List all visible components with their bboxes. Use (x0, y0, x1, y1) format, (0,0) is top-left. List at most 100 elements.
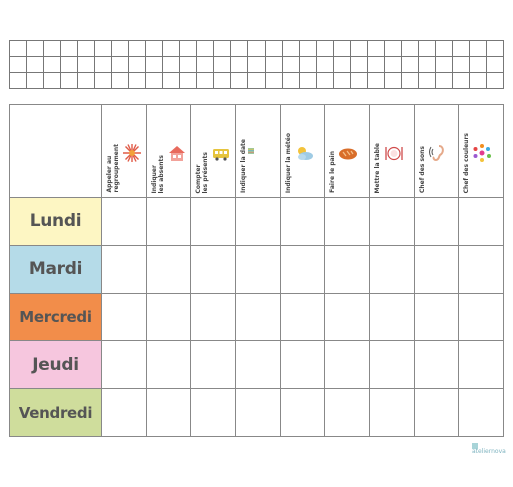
blank-grid-cell[interactable] (316, 73, 334, 89)
task-cell[interactable] (325, 389, 370, 437)
blank-grid-cell[interactable] (163, 41, 181, 57)
blank-grid-cell[interactable] (27, 73, 45, 89)
task-cell[interactable] (459, 198, 504, 246)
blank-grid-cell[interactable] (214, 41, 232, 57)
blank-grid-cell[interactable] (367, 57, 385, 73)
blank-grid-cell[interactable] (299, 57, 317, 73)
blank-grid-cell[interactable] (44, 73, 62, 89)
blank-grid-cell[interactable] (435, 41, 453, 57)
blank-grid-cell[interactable] (112, 57, 130, 73)
blank-grid-cell[interactable] (27, 57, 45, 73)
blank-grid-cell[interactable] (78, 73, 96, 89)
blank-grid-cell[interactable] (282, 41, 300, 57)
blank-grid-cell[interactable] (367, 73, 385, 89)
task-cell[interactable] (280, 245, 326, 294)
task-cell[interactable] (191, 341, 236, 390)
blank-grid-cell[interactable] (316, 41, 334, 57)
task-cell[interactable] (236, 245, 281, 294)
blank-grid-cell[interactable] (435, 73, 453, 89)
blank-grid-cell[interactable] (248, 73, 266, 89)
blank-grid-cell[interactable] (469, 57, 487, 73)
task-cell[interactable] (370, 293, 415, 342)
blank-grid-cell[interactable] (163, 57, 181, 73)
blank-grid-cell[interactable] (27, 41, 45, 57)
blank-grid-cell[interactable] (350, 57, 368, 73)
task-cell[interactable] (325, 245, 370, 294)
blank-grid-cell[interactable] (265, 41, 283, 57)
task-cell[interactable] (236, 341, 281, 390)
task-cell[interactable] (280, 293, 326, 342)
task-cell[interactable] (459, 293, 504, 342)
blank-grid-cell[interactable] (248, 41, 266, 57)
blank-grid-cell[interactable] (418, 73, 436, 89)
blank-grid-cell[interactable] (384, 41, 402, 57)
task-cell[interactable] (459, 245, 504, 294)
task-cell[interactable] (102, 198, 147, 246)
task-cell[interactable] (325, 198, 370, 246)
blank-grid-cell[interactable] (231, 41, 249, 57)
blank-grid-cell[interactable] (78, 41, 96, 57)
blank-grid-cell[interactable] (95, 73, 113, 89)
blank-grid-cell[interactable] (452, 73, 470, 89)
blank-grid-cell[interactable] (146, 57, 164, 73)
blank-grid-cell[interactable] (486, 57, 504, 73)
blank-grid-cell[interactable] (418, 41, 436, 57)
task-cell[interactable] (191, 245, 236, 294)
task-cell[interactable] (236, 198, 281, 246)
task-cell[interactable] (102, 293, 147, 342)
blank-grid-cell[interactable] (265, 57, 283, 73)
blank-grid-cell[interactable] (486, 73, 504, 89)
blank-grid-cell[interactable] (282, 73, 300, 89)
blank-grid-cell[interactable] (61, 41, 79, 57)
blank-grid-cell[interactable] (401, 41, 419, 57)
blank-grid-cell[interactable] (282, 57, 300, 73)
blank-grid-cell[interactable] (384, 73, 402, 89)
task-cell[interactable] (102, 245, 147, 294)
blank-grid-cell[interactable] (333, 41, 351, 57)
blank-grid-cell[interactable] (44, 57, 62, 73)
task-cell[interactable] (146, 341, 192, 390)
blank-grid-cell[interactable] (10, 41, 28, 57)
blank-grid-cell[interactable] (44, 41, 62, 57)
task-cell[interactable] (280, 198, 326, 246)
blank-grid-cell[interactable] (435, 57, 453, 73)
task-cell[interactable] (191, 389, 236, 437)
blank-grid-cell[interactable] (333, 73, 351, 89)
blank-grid-cell[interactable] (384, 57, 402, 73)
blank-grid-cell[interactable] (401, 57, 419, 73)
blank-grid-cell[interactable] (146, 73, 164, 89)
task-cell[interactable] (370, 341, 415, 390)
task-cell[interactable] (414, 198, 460, 246)
task-cell[interactable] (414, 293, 460, 342)
blank-grid-cell[interactable] (95, 41, 113, 57)
task-cell[interactable] (459, 389, 504, 437)
blank-grid-cell[interactable] (129, 73, 147, 89)
task-cell[interactable] (146, 245, 192, 294)
blank-grid-cell[interactable] (95, 57, 113, 73)
task-cell[interactable] (146, 198, 192, 246)
task-cell[interactable] (414, 245, 460, 294)
blank-grid-cell[interactable] (214, 57, 232, 73)
blank-grid-cell[interactable] (367, 41, 385, 57)
blank-grid-cell[interactable] (197, 73, 215, 89)
task-cell[interactable] (191, 198, 236, 246)
blank-grid-cell[interactable] (129, 41, 147, 57)
blank-grid-cell[interactable] (10, 57, 28, 73)
blank-grid-cell[interactable] (180, 57, 198, 73)
blank-grid-cell[interactable] (469, 41, 487, 57)
blank-grid-cell[interactable] (452, 41, 470, 57)
blank-grid-cell[interactable] (333, 57, 351, 73)
blank-grid-cell[interactable] (197, 41, 215, 57)
task-cell[interactable] (325, 341, 370, 390)
blank-grid-cell[interactable] (146, 41, 164, 57)
blank-grid-cell[interactable] (163, 73, 181, 89)
blank-grid-cell[interactable] (231, 57, 249, 73)
blank-grid-cell[interactable] (180, 73, 198, 89)
blank-grid-cell[interactable] (418, 57, 436, 73)
task-cell[interactable] (236, 293, 281, 342)
blank-grid-cell[interactable] (248, 57, 266, 73)
blank-grid-cell[interactable] (197, 57, 215, 73)
blank-grid-cell[interactable] (112, 41, 130, 57)
blank-grid-cell[interactable] (469, 73, 487, 89)
blank-grid-cell[interactable] (231, 73, 249, 89)
